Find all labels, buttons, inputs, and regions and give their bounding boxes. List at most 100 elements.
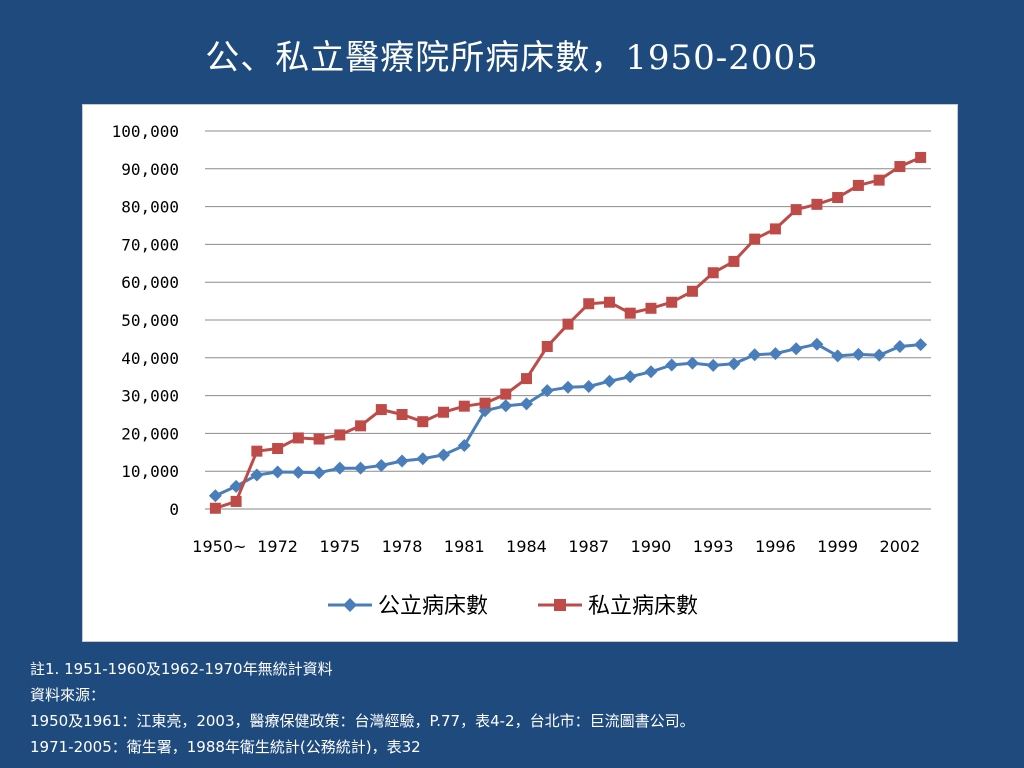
data-point-private — [769, 223, 781, 235]
x-tick-label: 1999 — [817, 537, 858, 556]
data-point-public — [250, 468, 264, 482]
y-tick-label: 90,000 — [121, 160, 179, 179]
data-point-private — [603, 296, 615, 308]
data-point-public — [582, 380, 596, 394]
data-point-public — [354, 461, 368, 475]
note-source-1: 1950及1961：江東亮，2003，醫療保健政策：台灣經驗，P.77，表4-2… — [30, 712, 695, 730]
data-point-private — [272, 443, 284, 455]
data-point-public — [457, 438, 471, 452]
x-tick-label: 1993 — [693, 537, 734, 556]
y-tick-label: 50,000 — [121, 311, 179, 330]
data-point-public — [499, 399, 513, 413]
x-tick-label: 1981 — [444, 537, 485, 556]
data-point-private — [686, 285, 698, 297]
y-tick-label: 80,000 — [121, 198, 179, 217]
y-tick-label: 70,000 — [121, 235, 179, 254]
x-tick-label: 1975 — [319, 537, 360, 556]
data-point-private — [541, 340, 553, 352]
data-point-private — [396, 409, 408, 420]
data-point-public — [748, 348, 762, 362]
data-point-public — [540, 384, 554, 398]
x-tick-label: 1950~ — [192, 537, 246, 556]
x-tick-label: 1990 — [631, 537, 672, 556]
note-missing-data: 註1. 1951-1960及1962-1970年無統計資料 — [30, 660, 333, 678]
data-point-private — [624, 307, 636, 319]
data-point-private — [707, 267, 719, 279]
y-tick-label: 30,000 — [121, 387, 179, 406]
data-point-private — [521, 373, 533, 385]
data-point-public — [374, 459, 388, 473]
y-tick-label: 0 — [169, 500, 179, 519]
data-point-public — [810, 337, 824, 351]
note-source-heading: 資料來源： — [30, 686, 106, 704]
data-point-public — [644, 365, 658, 379]
data-point-public — [208, 489, 222, 503]
legend-marker-private — [554, 599, 566, 611]
data-point-private — [375, 404, 387, 416]
data-point-public — [831, 349, 845, 363]
data-point-public — [561, 380, 575, 394]
data-point-private — [479, 397, 491, 409]
data-point-public — [851, 347, 865, 361]
data-point-public — [333, 461, 347, 475]
data-point-public — [914, 338, 928, 352]
data-point-private — [811, 198, 823, 210]
data-point-public — [271, 465, 285, 479]
data-point-public — [706, 358, 720, 372]
data-point-private — [251, 445, 263, 457]
legend-label-private: 私立病床數 — [588, 594, 698, 619]
y-tick-label: 60,000 — [121, 273, 179, 292]
x-tick-label: 1972 — [257, 537, 298, 556]
data-point-public — [229, 479, 243, 493]
data-point-private — [500, 388, 512, 400]
legend-marker-public — [343, 598, 357, 612]
y-tick-label: 20,000 — [121, 424, 179, 443]
data-point-public — [312, 466, 326, 480]
slide-title: 公、私立醫療院所病床數，1950-2005 — [205, 38, 819, 78]
data-point-private — [832, 192, 844, 204]
series-line-private — [214, 156, 922, 510]
data-point-public — [291, 465, 305, 479]
y-tick-label: 10,000 — [121, 462, 179, 481]
line-chart: 0 10,000 20,000 30,000 40,000 50,000 60,000 70,… — [112, 122, 931, 619]
data-point-public — [789, 342, 803, 356]
data-point-private — [355, 420, 367, 432]
data-point-public — [520, 397, 534, 411]
data-point-public — [893, 339, 907, 353]
data-point-public — [727, 357, 741, 371]
data-point-public — [602, 374, 616, 388]
data-point-public — [768, 347, 782, 361]
data-point-private — [728, 255, 740, 267]
data-point-private — [583, 298, 595, 310]
y-tick-label: 100,000 — [112, 122, 179, 141]
data-point-public — [623, 370, 637, 384]
x-tick-label: 1984 — [506, 537, 547, 556]
data-point-private — [645, 302, 657, 314]
data-point-private — [562, 318, 574, 330]
data-point-private — [666, 296, 678, 308]
y-tick-label: 40,000 — [121, 349, 179, 368]
data-point-private — [458, 400, 470, 412]
data-point-private — [915, 151, 927, 163]
data-point-private — [852, 179, 864, 191]
data-point-private — [749, 233, 761, 245]
chart-panel: 0 10,000 20,000 30,000 40,000 50,000 60,000 70,… — [82, 104, 958, 642]
data-point-private — [790, 204, 802, 216]
data-point-private — [417, 416, 429, 428]
x-tick-label: 2002 — [880, 537, 921, 556]
legend-label-public: 公立病床數 — [378, 594, 488, 619]
data-point-private — [209, 502, 221, 514]
data-point-private — [438, 406, 450, 418]
data-point-public — [685, 356, 699, 370]
data-point-private — [313, 433, 325, 445]
data-point-public — [437, 448, 451, 462]
note-source-2: 1971-2005：衛生署，1988年衛生統計(公務統計)，表32 — [30, 738, 421, 756]
data-point-public — [416, 452, 430, 466]
x-tick-label: 1996 — [755, 537, 796, 556]
data-point-private — [873, 174, 885, 186]
x-tick-label: 1978 — [382, 537, 423, 556]
data-point-public — [395, 454, 409, 468]
data-point-private — [292, 432, 304, 444]
data-point-private — [894, 161, 906, 173]
data-point-private — [230, 495, 242, 507]
